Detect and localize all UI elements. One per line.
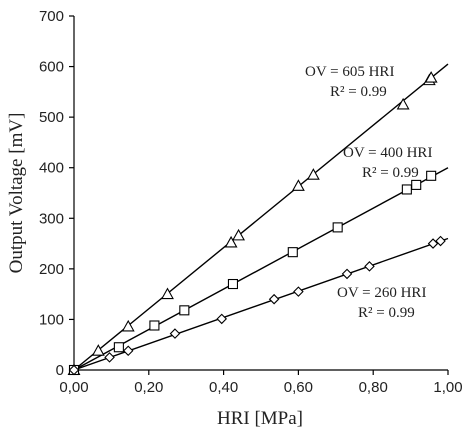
diamond-data-point	[268, 293, 280, 305]
diamond-data-point	[216, 313, 228, 325]
fit-line-260	[73, 237, 449, 371]
triangle-data-point	[224, 235, 238, 248]
triangle-data-point	[121, 319, 135, 332]
y-tick-label: 500	[39, 109, 64, 126]
annotation-605-r2: R² = 0.99	[330, 84, 387, 100]
diamond-data-point	[364, 261, 375, 272]
annotation-400-equation: OV = 400 HRI	[343, 145, 432, 161]
x-tick-label: 1,00	[433, 379, 462, 396]
y-tick-label: 300	[39, 210, 64, 227]
diamond-data-point	[293, 286, 304, 297]
annotation-400-r2: R² = 0.99	[362, 165, 419, 181]
y-tick-label: 100	[39, 311, 64, 328]
square-data-point	[113, 342, 124, 353]
triangle-data-point	[91, 344, 105, 356]
triangle-data-point	[232, 228, 245, 241]
fit-line-605	[73, 63, 449, 371]
x-tick-label: 0,80	[359, 379, 388, 396]
y-tick-label: 600	[39, 59, 64, 76]
annotation-605-equation: OV = 605 HRI	[305, 64, 394, 80]
triangle-data-point	[161, 287, 174, 300]
diamond-data-point	[435, 235, 446, 247]
triangle-data-point	[396, 97, 410, 110]
diamond-data-point	[122, 345, 134, 357]
x-tick-label: 0,20	[134, 379, 163, 396]
square-data-point	[332, 222, 343, 233]
annotation-260-r2: R² = 0.99	[358, 305, 415, 321]
data-markers	[67, 71, 446, 376]
square-data-point	[227, 278, 238, 290]
fit-line-400	[73, 167, 449, 371]
square-data-point	[411, 179, 422, 190]
y-tick-label: 400	[39, 160, 64, 177]
triangle-data-point	[424, 71, 438, 83]
y-tick-label: 200	[39, 261, 64, 278]
diamond-data-point	[68, 364, 80, 376]
ticks: 0,00 0,20 0,40 0,60 0,80 1,00 0 100 200 300 400 500…	[39, 8, 463, 396]
diamond-data-point	[169, 328, 181, 339]
triangle-data-point	[306, 168, 320, 180]
y-tick-label: 700	[39, 8, 64, 25]
diamond-data-point	[104, 352, 115, 363]
triangle-data-point	[291, 179, 305, 191]
square-data-point	[149, 320, 160, 331]
diamond-data-point	[341, 268, 353, 280]
y-axis-title: Output Voltage [mV]	[6, 113, 27, 274]
square-data-point	[401, 184, 412, 195]
axes	[73, 16, 448, 371]
fit-lines	[73, 63, 449, 371]
y-tick-label: 0	[56, 362, 64, 379]
x-axis-title: HRI [MPa]	[217, 408, 303, 429]
x-tick-label: 0,00	[59, 379, 88, 396]
x-tick-label: 0,60	[284, 379, 313, 396]
square-data-point	[179, 305, 190, 316]
x-tick-label: 0,40	[209, 379, 238, 396]
square-data-point	[287, 247, 298, 258]
square-data-point	[426, 170, 437, 181]
annotation-260-equation: OV = 260 HRI	[337, 285, 426, 301]
diamond-data-point	[427, 238, 439, 249]
